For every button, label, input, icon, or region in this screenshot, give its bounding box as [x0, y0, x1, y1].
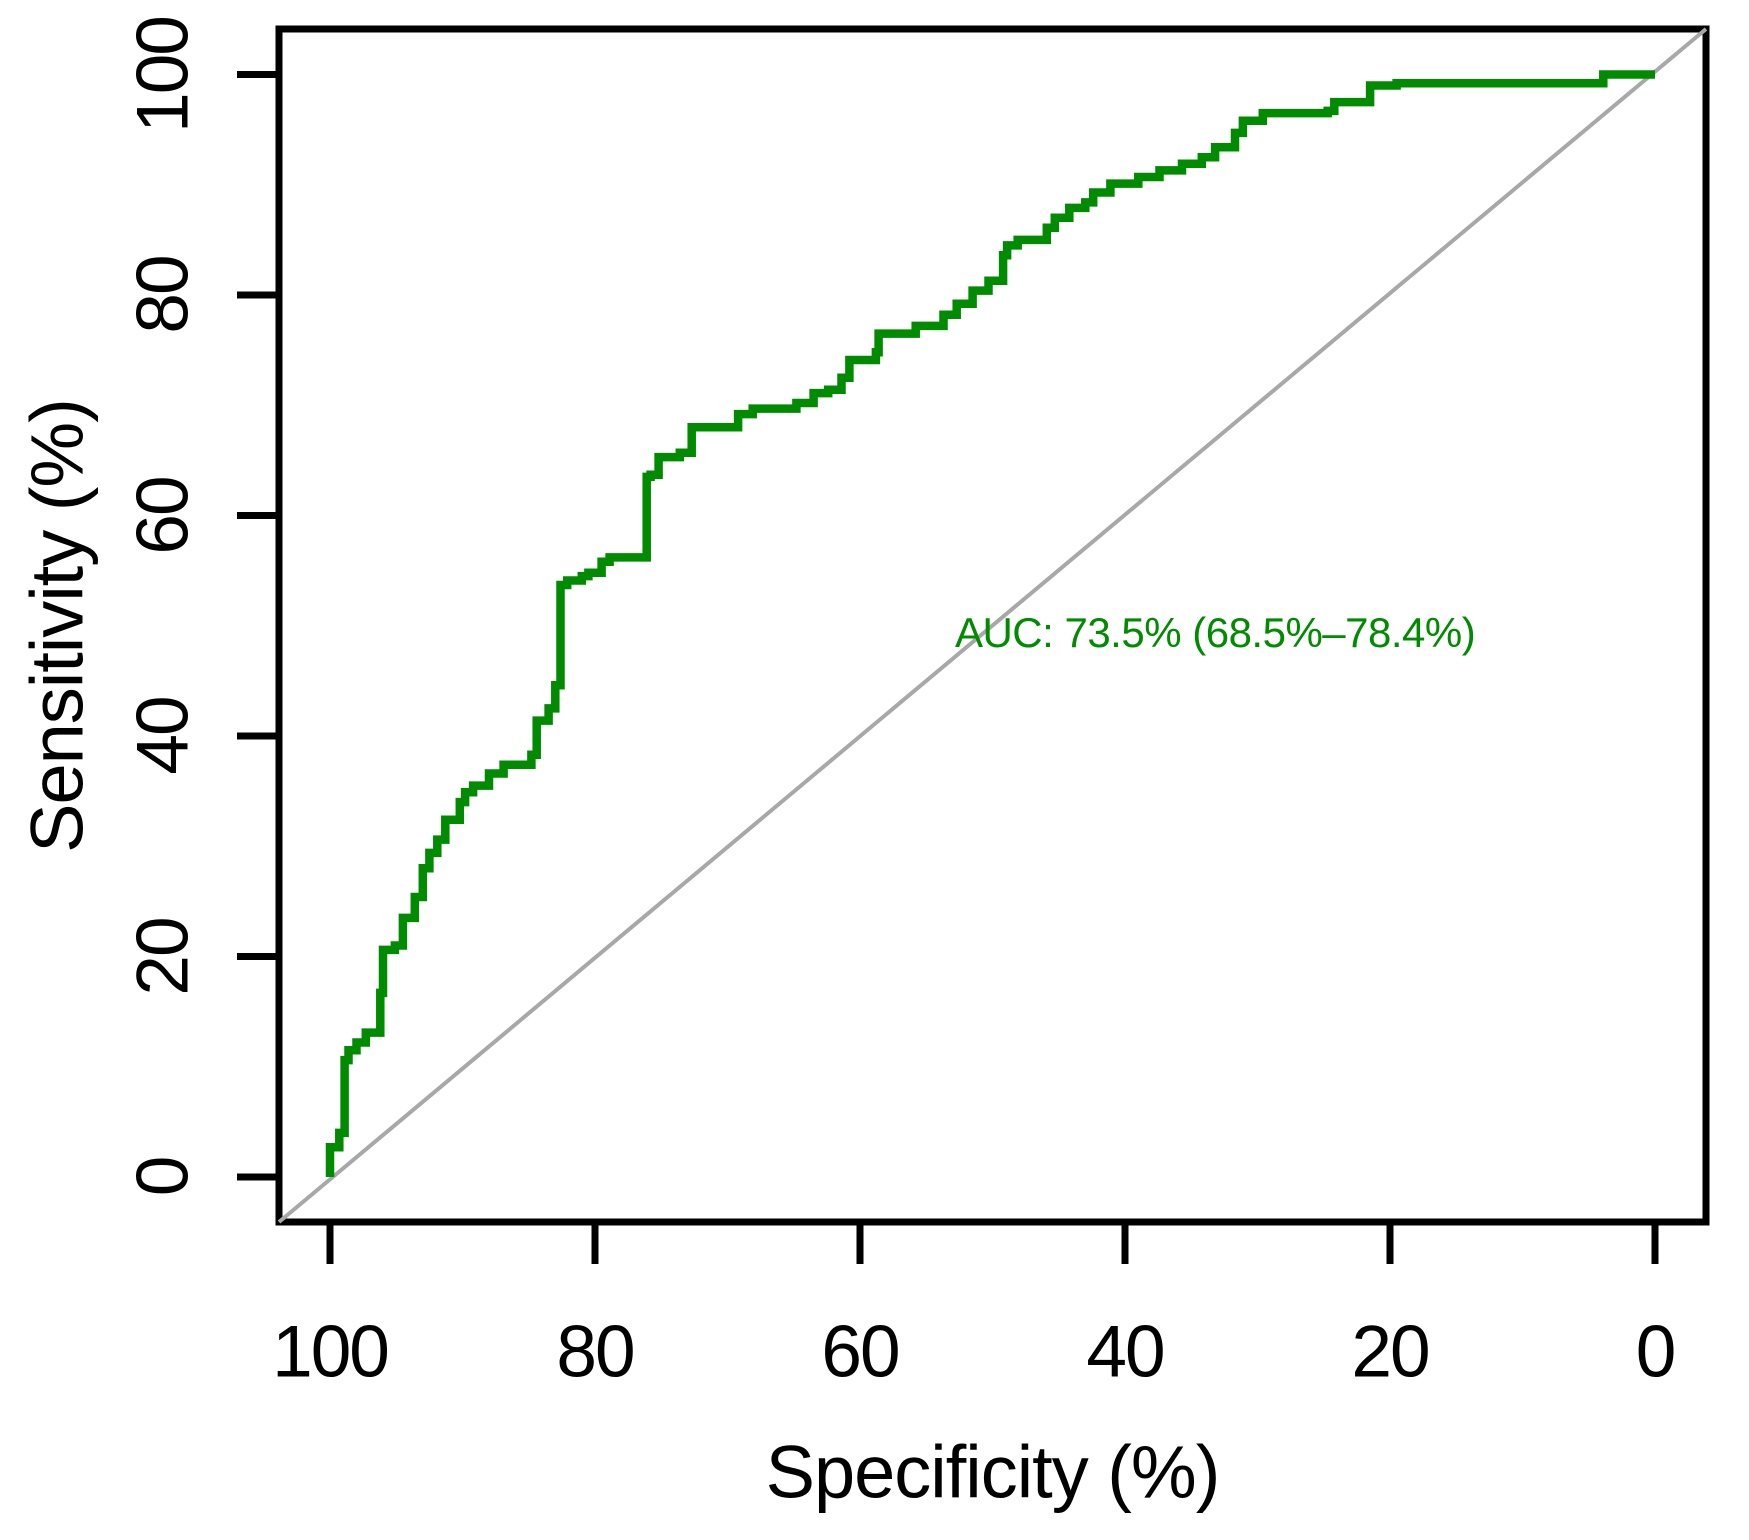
- y-tick-label: 80: [122, 256, 204, 334]
- auc-annotation: AUC: 73.5% (68.5%–78.4%): [954, 609, 1476, 657]
- x-tick-label: 20: [1351, 1311, 1430, 1393]
- plot-box: [275, 25, 1710, 1226]
- x-axis-title: Specificity (%): [765, 1430, 1221, 1514]
- roc-curve: [325, 70, 1655, 1177]
- x-tick-label: 100: [272, 1311, 390, 1393]
- x-tick-label: 60: [821, 1311, 900, 1393]
- y-tick-label: 0: [122, 1157, 204, 1197]
- y-tick-label: 60: [122, 476, 204, 555]
- x-tick-label: 0: [1635, 1311, 1677, 1393]
- y-axis-title: Sensitivity (%): [15, 398, 99, 853]
- y-tick-label: 40: [122, 697, 204, 775]
- y-tick-label: 100: [122, 16, 204, 133]
- y-tick-label: 20: [122, 917, 204, 996]
- x-tick-label: 80: [556, 1311, 635, 1393]
- x-tick-label: 40: [1086, 1311, 1165, 1393]
- diagonal-reference-line: [277, 27, 1708, 1224]
